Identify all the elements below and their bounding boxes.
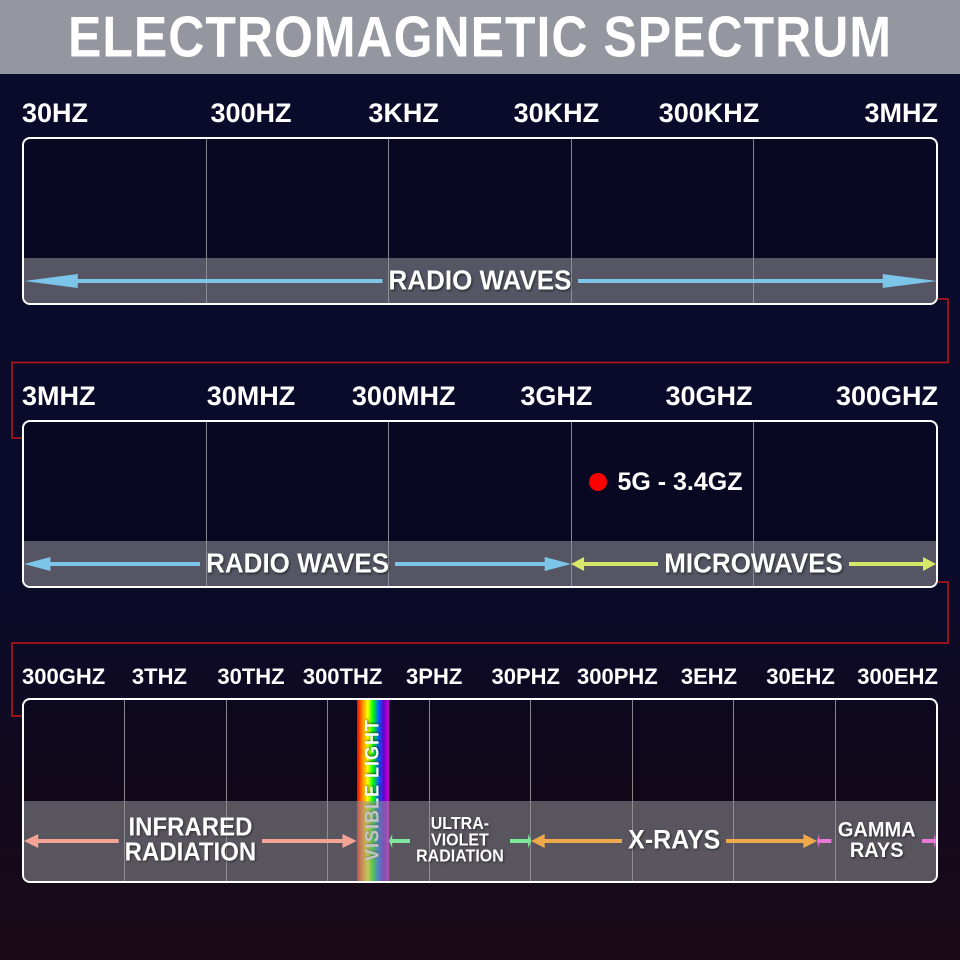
frequency-ticks: 30HZ300HZ3KHZ30KHZ300KHZ3MHZ (22, 98, 938, 129)
tick-label: 3MHZ (785, 98, 938, 129)
tick-label: 30EHZ (755, 664, 847, 690)
band-microwaves: MICROWAVES (571, 541, 936, 586)
tick-label: 300THZ (297, 664, 389, 690)
tick-label: 30HZ (22, 98, 175, 129)
arrow-left-icon (571, 557, 658, 571)
arrow-right-icon (726, 834, 817, 848)
arrow-left-icon (24, 557, 200, 571)
arrow-right-icon (922, 834, 936, 848)
band-infrared-radiation: INFRARED RADIATION (24, 801, 357, 881)
band-strip: RADIO WAVES MICROWAVES (24, 541, 936, 586)
band-label: RADIO WAVES (206, 550, 389, 577)
band-label: INFRARED RADIATION (125, 816, 257, 865)
tick-label: 3KHZ (327, 98, 480, 129)
arrow-left-icon (817, 834, 831, 848)
tick-label: 30GHZ (633, 381, 786, 412)
tick-label: 30KHZ (480, 98, 633, 129)
title-banner: ELECTROMAGNETIC SPECTRUM (0, 0, 960, 74)
tick-label: 300MHZ (327, 381, 480, 412)
tick-label: 3PHZ (388, 664, 480, 690)
frequency-ticks: 300GHZ3THZ30THZ300THZ3PHZ30PHZ300PHZ3EHZ… (22, 664, 938, 690)
arrow-left-icon (24, 834, 119, 848)
tick-label: 300EHZ (846, 664, 938, 690)
arrow-right-icon (395, 557, 571, 571)
band-x-rays: X-RAYS (531, 801, 817, 881)
tick-label: 30MHZ (175, 381, 328, 412)
tick-label: 3THZ (114, 664, 206, 690)
tick-label: 3GHZ (480, 381, 633, 412)
spectrum-box: RADIO WAVES (22, 137, 938, 305)
tick-label: 300GHZ (22, 664, 114, 690)
band-gamma-rays: GAMMA RAYS (817, 801, 936, 881)
band-strip: INFRARED RADIATION ULTRA- VIOLET RADIATIO… (24, 801, 936, 881)
band-label: X-RAYS (628, 828, 720, 854)
tick-label: 300GHZ (785, 381, 938, 412)
spectrum-row-2: 300GHZ3THZ30THZ300THZ3PHZ30PHZ300PHZ3EHZ… (22, 664, 938, 883)
band-label: GAMMA RAYS (838, 820, 916, 861)
page-title: ELECTROMAGNETIC SPECTRUM (68, 4, 892, 71)
frequency-ticks: 3MHZ30MHZ300MHZ3GHZ30GHZ300GHZ (22, 381, 938, 412)
spectrum-content: 30HZ300HZ3KHZ30KHZ300KHZ3MHZRADIO WAVES3… (0, 74, 960, 903)
arrow-left-icon (531, 834, 622, 848)
band-strip: RADIO WAVES (24, 258, 936, 303)
tick-label: 300PHZ (572, 664, 664, 690)
band-radio-waves: RADIO WAVES (24, 541, 571, 586)
arrow-right-icon (510, 834, 531, 848)
arrow-right-icon (578, 274, 937, 288)
arrow-right-icon (262, 834, 357, 848)
spectrum-box: VISIBLE LIGHTINFRARED RADIATIONULTRA- VI… (22, 698, 938, 883)
spectrum-row-0: 30HZ300HZ3KHZ30KHZ300KHZ3MHZ RADIO WAVES (22, 98, 938, 305)
tick-label: 3EHZ (663, 664, 755, 690)
tick-label: 30THZ (205, 664, 297, 690)
band-radio-waves: RADIO WAVES (24, 258, 936, 303)
band-label: RADIO WAVES (389, 267, 572, 294)
spectrum-box: RADIO WAVES MICROWAVES 5G - 3.4GZ (22, 420, 938, 588)
marker-label: 5G - 3.4GZ (617, 468, 742, 497)
band-ultra-violet-radiation: ULTRA- VIOLET RADIATION (389, 801, 531, 881)
band-label: ULTRA- VIOLET RADIATION (416, 816, 504, 865)
arrow-right-icon (849, 557, 936, 571)
band-label: MICROWAVES (664, 550, 843, 577)
frequency-marker-5g: 5G - 3.4GZ (589, 468, 742, 497)
arrow-left-icon (389, 834, 410, 848)
marker-dot-icon (589, 473, 607, 491)
tick-label: 300KHZ (633, 98, 786, 129)
arrow-left-icon (24, 274, 383, 288)
spectrum-row-1: 3MHZ30MHZ300MHZ3GHZ30GHZ300GHZ RADIO WAVE… (22, 381, 938, 588)
tick-label: 300HZ (175, 98, 328, 129)
tick-label: 30PHZ (480, 664, 572, 690)
tick-label: 3MHZ (22, 381, 175, 412)
